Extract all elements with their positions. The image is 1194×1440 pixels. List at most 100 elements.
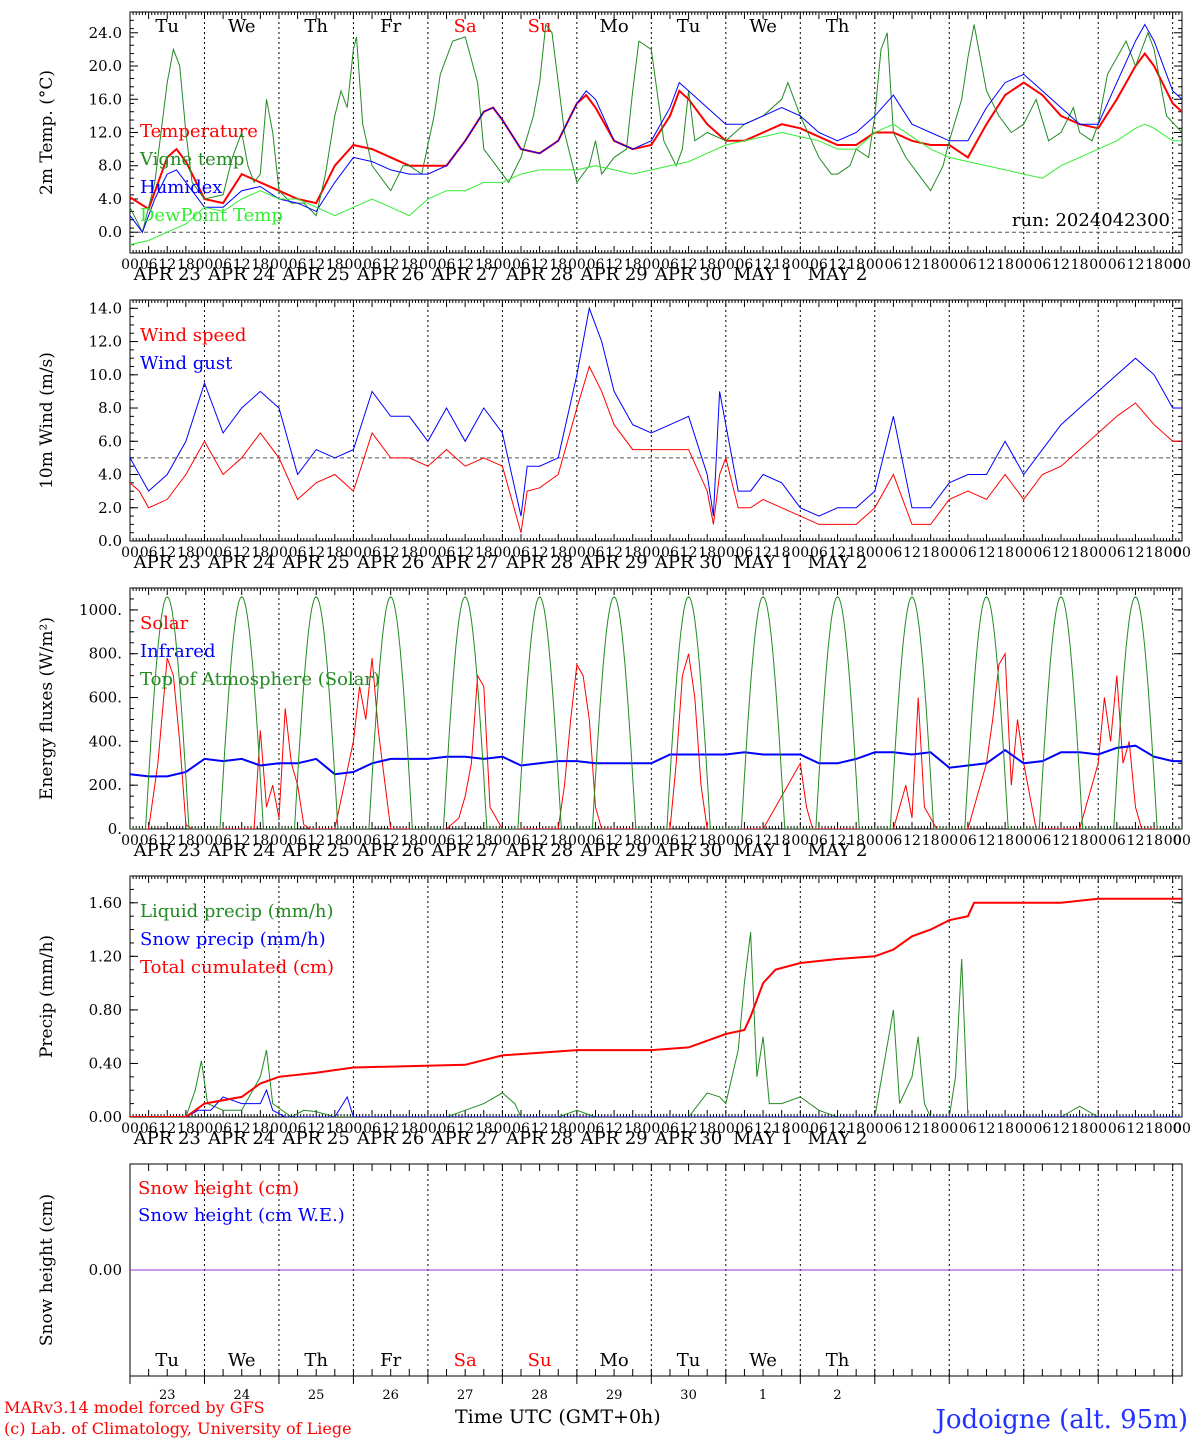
hour-label: 18 [624,545,642,561]
date-label: APR 25 [282,840,350,861]
hour-label: 06 [140,833,158,849]
y-axis-label: Energy fluxes (W/m²) [37,617,57,800]
weekday-label: We [228,1350,256,1371]
y-axis-label: Precip (mm/h) [37,935,57,1058]
y-tick-label: 2.0 [98,499,122,517]
y-tick-label: 8.0 [98,399,122,417]
hour-label: 12 [754,833,772,849]
hour-label: 00 [1089,1121,1107,1137]
series-line-1 [130,744,1182,778]
hour-label: 06 [587,257,605,273]
hour-label: 18 [922,833,940,849]
bottom-date: 27 [457,1388,474,1403]
date-label: MAY 1 [733,1128,793,1149]
series-line-0 [130,51,1182,211]
legend-entry: Wind speed [140,325,246,346]
series-line-2 [130,596,1182,829]
hour-label: 12 [829,833,847,849]
y-tick-label: 24.0 [89,24,122,42]
panel-3: 0. 200. 400. 600. 800. 1000. Energy fluxes (W/… [37,587,1191,861]
date-label: MAY 2 [808,840,868,861]
hour-label: 12 [158,545,176,561]
hour-label: 06 [1033,1121,1051,1137]
hour-label: 18 [251,1121,269,1137]
weekday-label: Su [528,16,552,37]
weekday-label: Th [304,1350,328,1371]
weekday-label: Mo [599,16,628,37]
weekday-label: We [228,16,256,37]
hour-label: 18 [1071,833,1089,849]
hour-label: 12 [680,257,698,273]
date-label: APR 26 [356,264,424,285]
station-label: Jodoigne (alt. 95m) [932,1405,1188,1435]
hour-label: 00 [419,257,437,273]
panel-frame [129,299,1183,542]
hour-label: 18 [1145,1121,1163,1137]
hour-label: 12 [1052,257,1070,273]
bottom-date: 26 [382,1388,399,1403]
hour-label: 00 [196,545,214,561]
hour-label: 18 [996,545,1014,561]
hour-label: 12 [233,1121,251,1137]
hour-label: 06 [959,257,977,273]
hour-label: 12 [307,833,325,849]
hour-label: 18 [177,1121,195,1137]
hour-label: 06 [214,833,232,849]
hour-label: 12 [456,1121,474,1137]
hour-label: 06 [736,545,754,561]
hour-label: 00 [1015,833,1033,849]
run-label: run: 2024042300 [1012,210,1170,231]
hour-label: 00 [568,257,586,273]
y-tick-label: 10.0 [89,366,122,384]
hour-label: 06 [1108,545,1126,561]
hour-label: 06 [1108,257,1126,273]
legend-entry: Top of Atmosphere (Solar) [140,669,380,690]
date-label: APR 28 [505,840,573,861]
hour-label: 12 [829,545,847,561]
legend-entry: Solar [140,613,189,634]
hour-label: 12 [605,545,623,561]
hour-label: 06 [140,257,158,273]
hour-label: 06 [140,1121,158,1137]
hour-label: 00 [345,1121,363,1137]
hour-label: 00 [1089,545,1107,561]
date-label: APR 30 [654,840,722,861]
hour-label: 00 [1173,1121,1191,1137]
weekday-label: We [749,1350,777,1371]
date-label: APR 24 [207,840,275,861]
hour-label: 06 [438,257,456,273]
legend-entry: Vigne temp [139,149,244,170]
weekday-label: Sa [454,1350,477,1371]
hour-label: 12 [829,1121,847,1137]
hour-label: 06 [438,833,456,849]
hour-label: 12 [233,257,251,273]
date-label: APR 27 [431,264,499,285]
hour-label: 12 [978,545,996,561]
hour-label: 18 [922,1121,940,1137]
hour-label: 00 [493,833,511,849]
date-label: APR 26 [356,840,424,861]
hour-label: 18 [1071,545,1089,561]
hour-label: 12 [1052,545,1070,561]
hour-label: 00 [866,833,884,849]
hour-label: 00 [791,257,809,273]
hour-label: 12 [605,833,623,849]
hour-label: 12 [1127,1121,1145,1137]
hour-label: 12 [680,833,698,849]
hour-label: 06 [1033,545,1051,561]
hour-label: 06 [289,257,307,273]
hour-label: 00 [1015,545,1033,561]
hour-label: 12 [680,545,698,561]
date-label: APR 24 [207,1128,275,1149]
hour-label: 18 [922,257,940,273]
hour-label: 06 [736,257,754,273]
hour-label: 00 [419,1121,437,1137]
hour-label: 06 [661,257,679,273]
hour-label: 18 [400,833,418,849]
hour-label: 00 [345,257,363,273]
hour-label: 00 [196,833,214,849]
bottom-date: 24 [233,1388,250,1403]
weekday-label: Mo [599,1350,628,1371]
